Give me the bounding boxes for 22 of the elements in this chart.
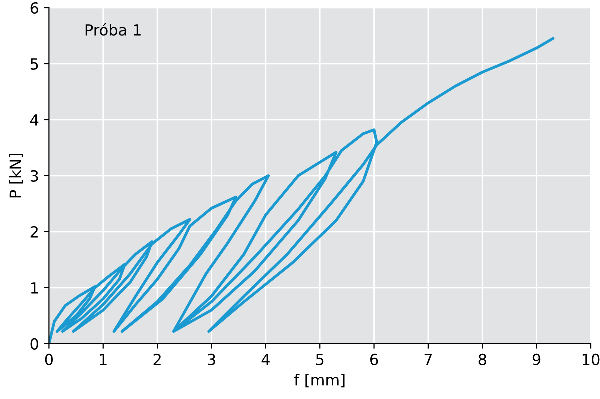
y-tick-label: 2	[30, 226, 38, 238]
y-axis-title: P [kN]	[9, 154, 24, 198]
x-axis-title: f [mm]	[294, 374, 345, 388]
x-tick-label: 10	[582, 354, 600, 366]
y-tick-label: 4	[30, 114, 39, 126]
x-tick-label: 7	[424, 354, 432, 366]
x-tick-label: 6	[370, 354, 378, 366]
y-tick-label: 5	[30, 58, 38, 70]
x-tick-label: 3	[208, 354, 216, 366]
x-tick-label: 4	[262, 354, 270, 366]
x-tick-label: 8	[478, 354, 486, 366]
y-tick-label: 3	[30, 170, 38, 182]
y-tick-label: 0	[30, 338, 38, 350]
y-tick-label: 6	[30, 2, 39, 14]
x-tick-label: 0	[45, 354, 54, 366]
annotation: Próba 1	[86, 23, 141, 36]
x-tick-label: 2	[154, 354, 161, 366]
x-tick-label: 9	[532, 354, 541, 366]
x-tick-label: 5	[316, 354, 324, 366]
x-tick-label: 1	[100, 354, 107, 366]
line-series	[49, 37, 554, 344]
y-tick-label: 1	[31, 282, 38, 294]
